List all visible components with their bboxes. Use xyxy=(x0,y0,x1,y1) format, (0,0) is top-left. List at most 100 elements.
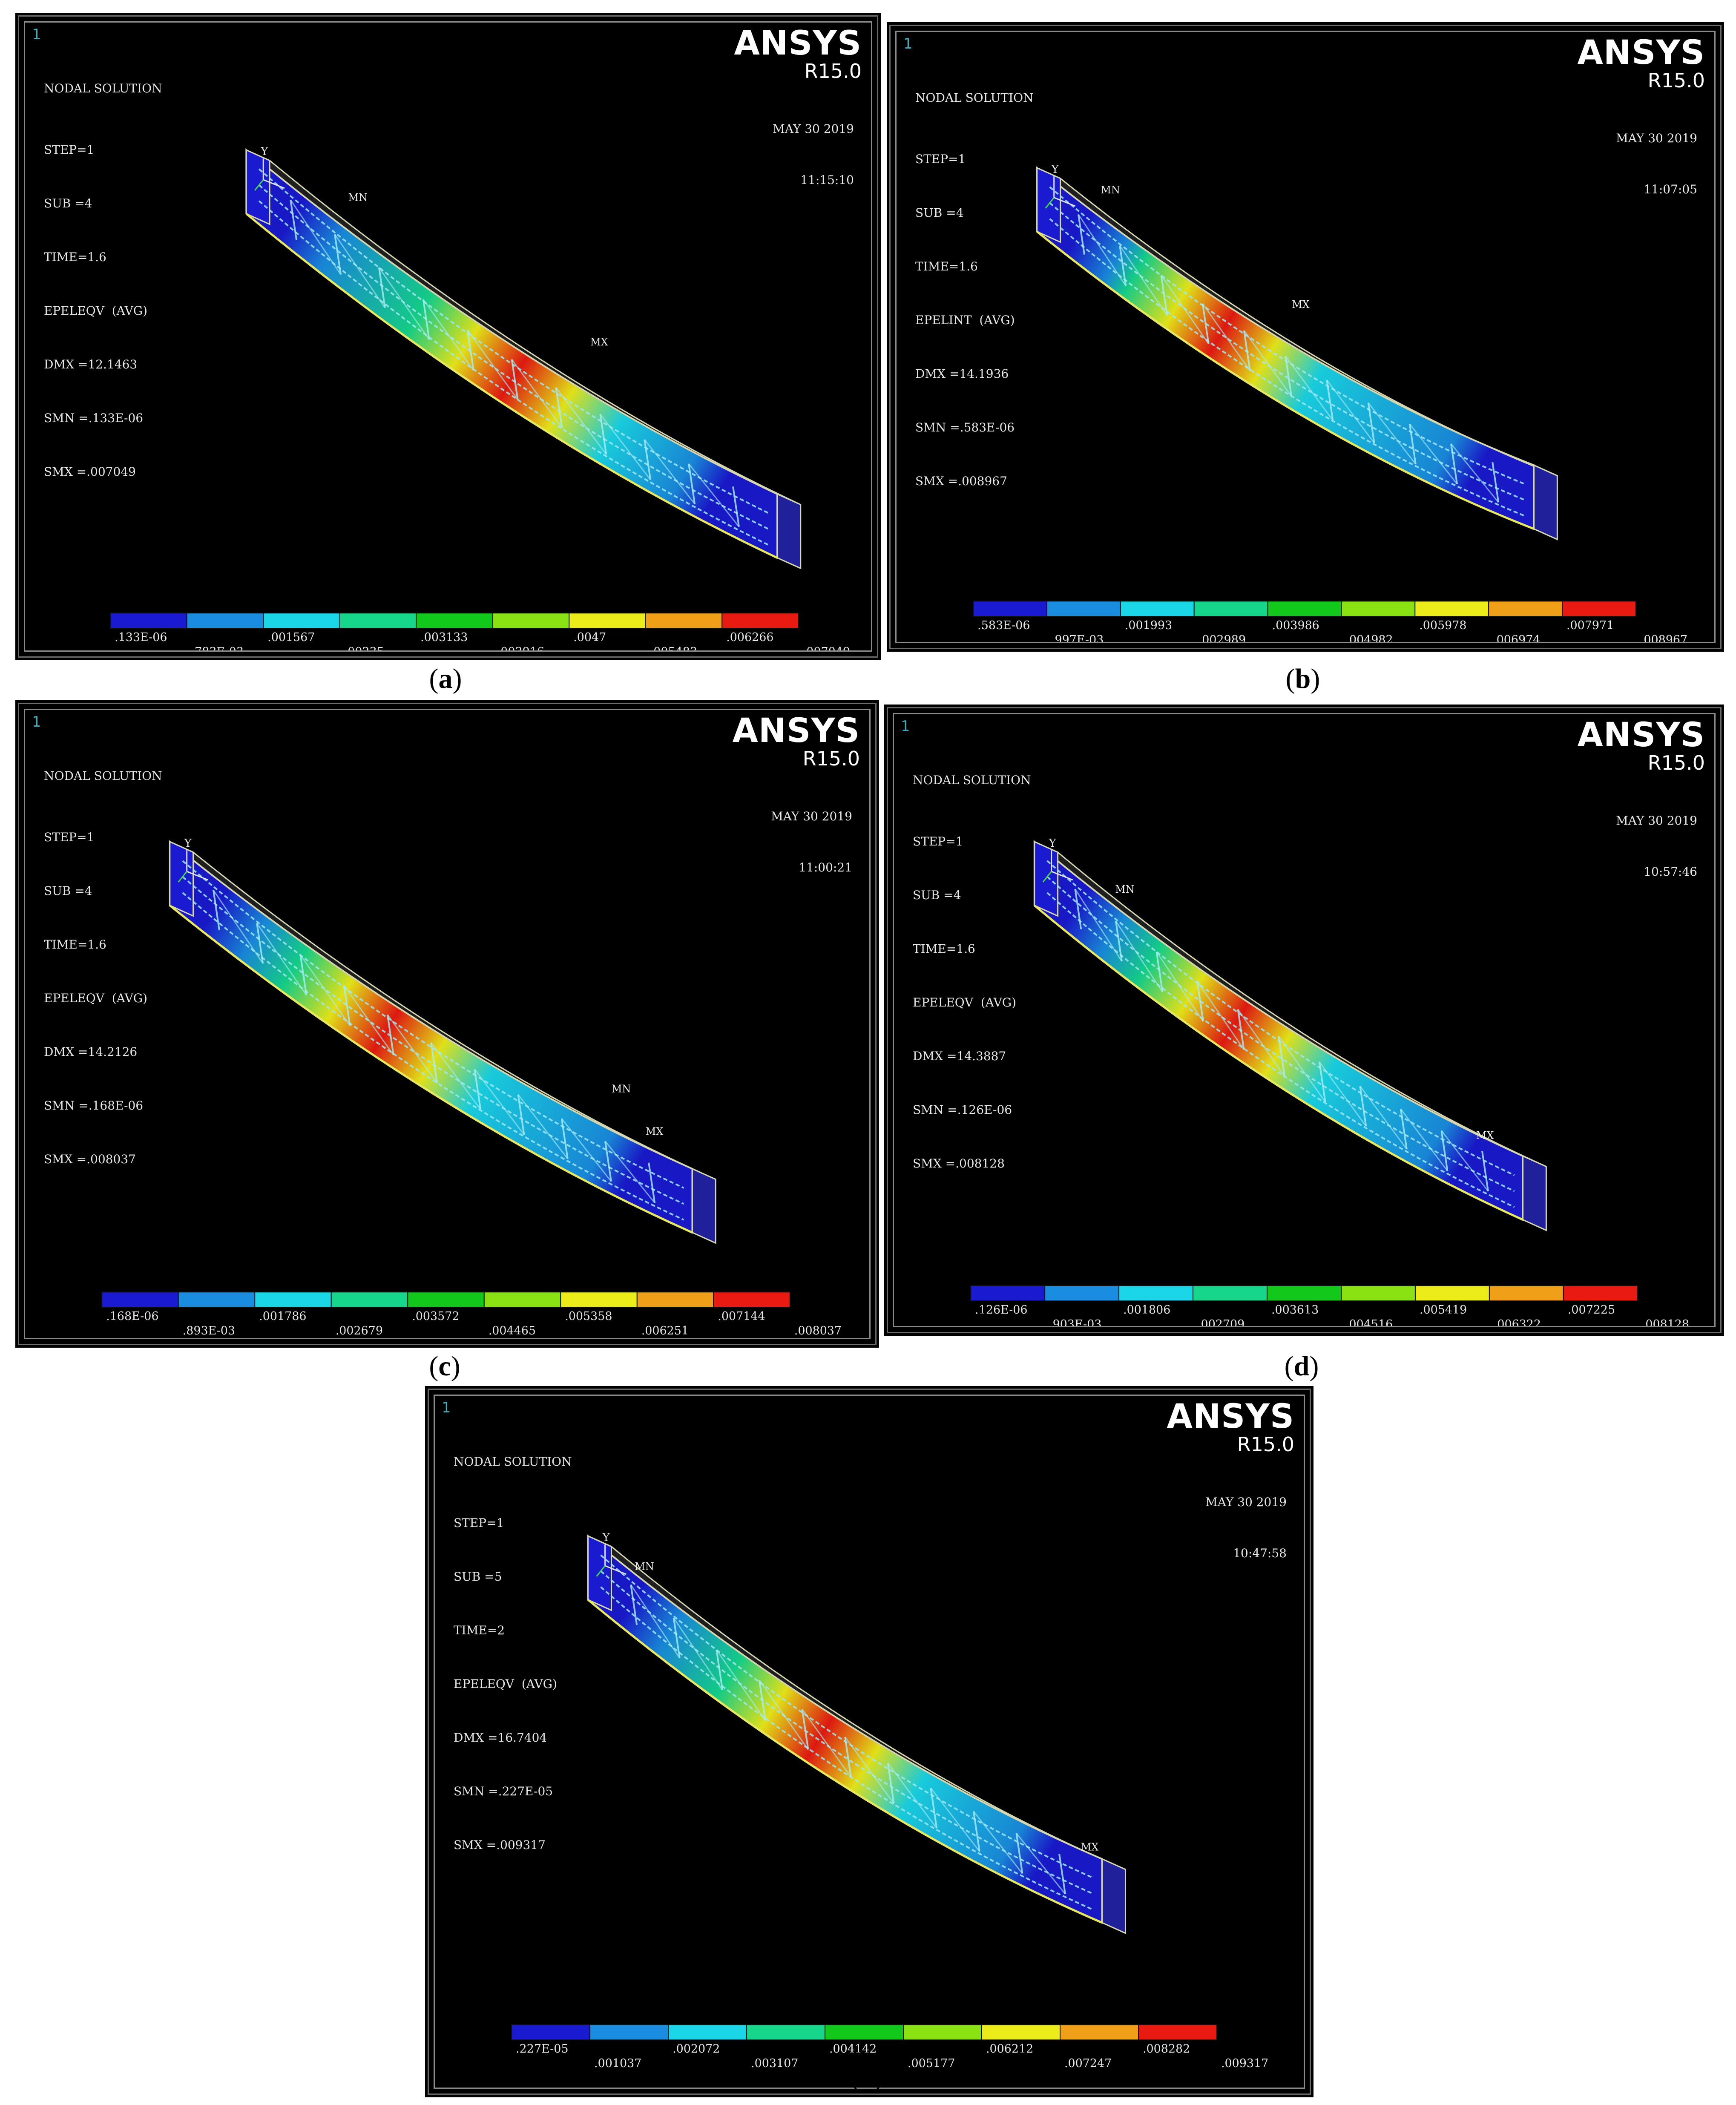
legend-tick-label: .008128 xyxy=(1642,1318,1689,1326)
legend-tick-label: .004465 xyxy=(489,1324,536,1337)
truss-diagonal xyxy=(1359,1085,1408,1150)
rebar-line xyxy=(182,860,684,1189)
info-line: EPELEQV (AVG) xyxy=(44,304,147,318)
stirrup xyxy=(732,486,740,527)
legend-swatch xyxy=(331,1291,408,1308)
info-line: TIME=1.6 xyxy=(915,259,978,273)
graphics-area: 1 NODAL SOLUTION STEP=1 SUB =4 TIME=1.6 … xyxy=(893,713,1716,1327)
beam-contour-plot[interactable]: Y MN MX .227E-05 .002072 .004142 .006212 .00828… xyxy=(435,1396,1304,2088)
legend-swatch xyxy=(1488,601,1563,617)
legend-swatch xyxy=(721,613,799,629)
legend-tick-label: .006974 xyxy=(1493,633,1540,642)
axis-y-label: Y xyxy=(260,145,268,158)
truss-diagonal xyxy=(887,1763,937,1829)
beam-end-right xyxy=(1522,1155,1547,1231)
info-line: STEP=1 xyxy=(913,834,963,848)
info-line: STEP=1 xyxy=(454,1516,504,1530)
stirrup xyxy=(599,414,607,454)
brand-name: ANSYS xyxy=(1577,34,1705,72)
legend-tick-label: .583E-06 xyxy=(977,619,1030,632)
truss-diagonal xyxy=(430,1042,481,1110)
legend-swatch xyxy=(1341,601,1416,617)
info-line: TIME=1.6 xyxy=(913,942,975,956)
caption-a: (a) xyxy=(429,663,462,694)
axis-x-line xyxy=(604,1565,627,1575)
legend-swatch xyxy=(339,613,417,629)
beam-top-face xyxy=(246,149,801,506)
stirrup xyxy=(1367,403,1375,443)
info-line: DMX =16.7404 xyxy=(454,1731,547,1745)
legend-swatch xyxy=(1060,2024,1139,2041)
rebar-line xyxy=(600,1570,1094,1895)
solution-info: NODAL SOLUTION STEP=1 SUB =5 TIME=2 EPEL… xyxy=(454,1417,572,1890)
beam-contour-plot[interactable]: Y MN MX .168E-06 .001786 .003572 .005358 .00714… xyxy=(25,710,869,1338)
info-line: TIME=1.6 xyxy=(44,250,106,264)
result-window-a: 1 NODAL SOLUTION STEP=1 SUB =4 TIME=1.6 … xyxy=(15,13,881,660)
legend-swatch xyxy=(511,2024,591,2041)
beam-end-right xyxy=(1101,1858,1127,1934)
beam-contour-plot[interactable]: Y MN MX .126E-06 .001806 .003613 .005419 .00722… xyxy=(894,714,1714,1326)
stirrup xyxy=(213,890,220,931)
stirrup xyxy=(648,1162,656,1203)
beam-contour-plot[interactable]: Y MN MX .133E-06 .001567 .003133 .0047 .006266.… xyxy=(25,23,871,650)
info-line: SMN =.126E-06 xyxy=(913,1103,1012,1117)
legend-tick-label: .007971 xyxy=(1566,619,1614,632)
stirrup xyxy=(1440,1130,1449,1171)
date-label: MAY 30 2019 xyxy=(773,122,854,136)
stirrup xyxy=(1237,1009,1245,1050)
beam-top-face xyxy=(1034,841,1547,1168)
legend-swatch xyxy=(1118,1285,1194,1302)
truss-diagonal xyxy=(1326,380,1375,443)
legend-tick-label: .003133 xyxy=(420,631,468,644)
legend-tick-label: .001806 xyxy=(1123,1303,1170,1317)
stirrup xyxy=(1074,889,1082,929)
legend-swatch xyxy=(483,1291,561,1308)
legend-tick-label: .005358 xyxy=(565,1310,612,1323)
legend-tick-label: .008037 xyxy=(794,1324,842,1337)
legend-tick-label: .008282 xyxy=(1143,2042,1190,2056)
beam-top-face xyxy=(1036,167,1558,477)
legend-tick-label: .005483 xyxy=(650,645,697,650)
truss-diagonal xyxy=(378,267,430,340)
legend-tick-label: .008967 xyxy=(1640,633,1687,642)
truss-diagonal xyxy=(561,1118,612,1182)
legend-tick-label: .002072 xyxy=(673,2042,720,2056)
truss-diagonal xyxy=(1196,981,1245,1050)
legend-tick-label: .007049 xyxy=(803,645,850,650)
legend-swatch xyxy=(1561,601,1636,617)
stirrup xyxy=(673,1618,681,1659)
stirrup xyxy=(1243,330,1251,371)
info-line: SMN =.227E-05 xyxy=(454,1784,553,1798)
stirrup xyxy=(466,330,474,371)
rebar-line xyxy=(1046,892,1515,1208)
release-label: R15.0 xyxy=(802,747,860,770)
legend-swatch xyxy=(713,1291,790,1308)
caption-letter: e xyxy=(860,2062,873,2093)
legend-tick-label: .006251 xyxy=(641,1324,689,1337)
legend-tick-label: .009317 xyxy=(1221,2057,1268,2070)
legend-swatch xyxy=(254,1291,332,1308)
info-line: SMN =.168E-06 xyxy=(44,1099,144,1113)
stirrup xyxy=(1196,981,1204,1022)
rebar-line xyxy=(182,876,684,1205)
stirrup xyxy=(844,1737,852,1777)
truss-diagonal xyxy=(1409,423,1458,485)
legend-swatch xyxy=(1267,1285,1342,1302)
info-line: DMX =14.3887 xyxy=(913,1049,1006,1063)
stirrup xyxy=(1119,245,1127,286)
truss-diagonal xyxy=(1016,1833,1066,1895)
truss-diagonal xyxy=(1285,355,1334,421)
truss-diagonal xyxy=(716,1649,766,1721)
legend-swatch xyxy=(560,1291,638,1308)
beam-end-right xyxy=(776,493,802,569)
stirrup xyxy=(1160,275,1168,316)
truss-diagonal xyxy=(1319,1061,1367,1127)
legend-swatch xyxy=(746,2024,826,2041)
caption-b: (b) xyxy=(1285,663,1320,694)
truss-diagonal xyxy=(688,463,740,527)
truss-diagonal xyxy=(256,923,307,996)
beam-contour-plot[interactable]: Y MN MX .583E-06 .001993 .003986 .005978 .00797… xyxy=(897,32,1714,642)
legend-tick-label: .002709 xyxy=(1197,1318,1245,1326)
beam-end-right xyxy=(1533,464,1558,541)
stirrup xyxy=(511,359,519,400)
